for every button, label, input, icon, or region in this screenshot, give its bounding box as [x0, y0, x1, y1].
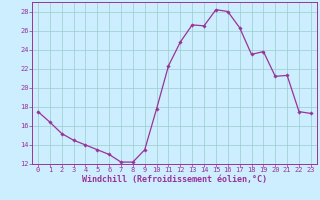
X-axis label: Windchill (Refroidissement éolien,°C): Windchill (Refroidissement éolien,°C) [82, 175, 267, 184]
